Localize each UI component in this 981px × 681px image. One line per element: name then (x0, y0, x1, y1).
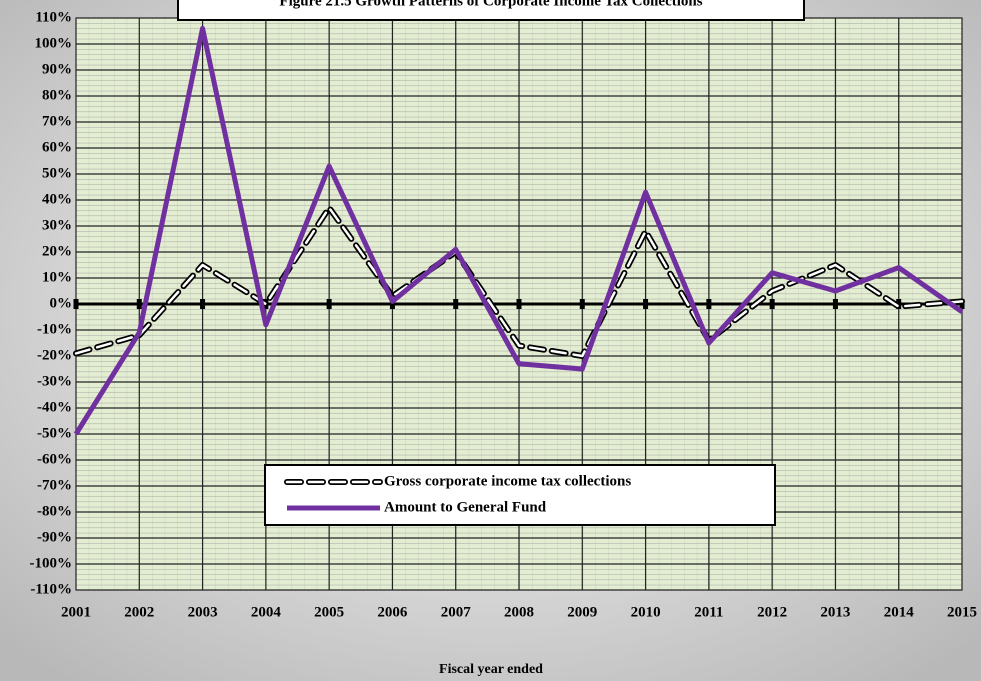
legend-label: Gross corporate income tax collections (384, 473, 631, 489)
x-tick-label: 2002 (124, 604, 154, 620)
y-tick-label: 80% (42, 87, 72, 103)
x-tick-mark (73, 299, 79, 309)
legend-box (264, 464, 776, 526)
y-tick-label: 20% (42, 243, 72, 259)
y-tick-label: -40% (37, 399, 72, 415)
y-tick-label: -110% (30, 581, 72, 597)
x-tick-mark (453, 299, 459, 309)
legend-label: Amount to General Fund (384, 499, 547, 515)
x-tick-mark (136, 299, 142, 309)
y-tick-label: -20% (37, 347, 72, 363)
y-tick-label: -30% (37, 373, 72, 389)
x-tick-label: 2005 (314, 604, 344, 620)
x-tick-mark (516, 299, 522, 309)
x-tick-mark (643, 299, 649, 309)
x-tick-mark (832, 299, 838, 309)
y-tick-label: 10% (42, 269, 72, 285)
title-box (177, 0, 805, 21)
x-tick-mark (579, 299, 585, 309)
y-tick-label: 30% (42, 217, 72, 233)
x-tick-label: 2012 (757, 604, 787, 620)
x-tick-mark (389, 299, 395, 309)
x-axis-label: Fiscal year ended (439, 662, 543, 677)
y-tick-label: -100% (30, 555, 73, 571)
y-tick-label: 100% (35, 35, 73, 51)
series-line-inner (74, 206, 964, 358)
x-tick-label: 2011 (694, 604, 723, 620)
y-tick-label: -50% (37, 425, 72, 441)
x-tick-label: 2010 (631, 604, 661, 620)
series-line (73, 25, 964, 436)
x-tick-label: 2003 (188, 604, 218, 620)
y-tick-label: 50% (42, 165, 72, 181)
y-tick-label: 60% (42, 139, 72, 155)
y-tick-label: -10% (37, 321, 72, 337)
x-tick-label: 2006 (377, 604, 408, 620)
x-tick-label: 2014 (884, 604, 915, 620)
y-tick-label: 70% (42, 113, 72, 129)
chart-title: Figure 21.5 Growth Patterns of Corporate… (279, 0, 702, 9)
y-tick-label: 0% (50, 295, 73, 311)
y-tick-label: -80% (37, 503, 72, 519)
y-tick-label: -90% (37, 529, 72, 545)
x-tick-label: 2009 (567, 604, 597, 620)
x-tick-label: 2004 (251, 604, 282, 620)
x-tick-mark (769, 299, 775, 309)
x-tick-label: 2008 (504, 604, 534, 620)
y-tick-label: -70% (37, 477, 72, 493)
x-tick-label: 2013 (820, 604, 850, 620)
y-tick-label: 90% (42, 61, 72, 77)
x-tick-label: 2007 (441, 604, 472, 620)
x-tick-mark (326, 299, 332, 309)
y-tick-label: -60% (37, 451, 72, 467)
x-tick-mark (706, 299, 712, 309)
x-tick-mark (200, 299, 206, 309)
y-tick-label: 40% (42, 191, 72, 207)
x-tick-label: 2015 (947, 604, 977, 620)
y-tick-label: 110% (35, 9, 72, 25)
x-tick-label: 2001 (61, 604, 91, 620)
